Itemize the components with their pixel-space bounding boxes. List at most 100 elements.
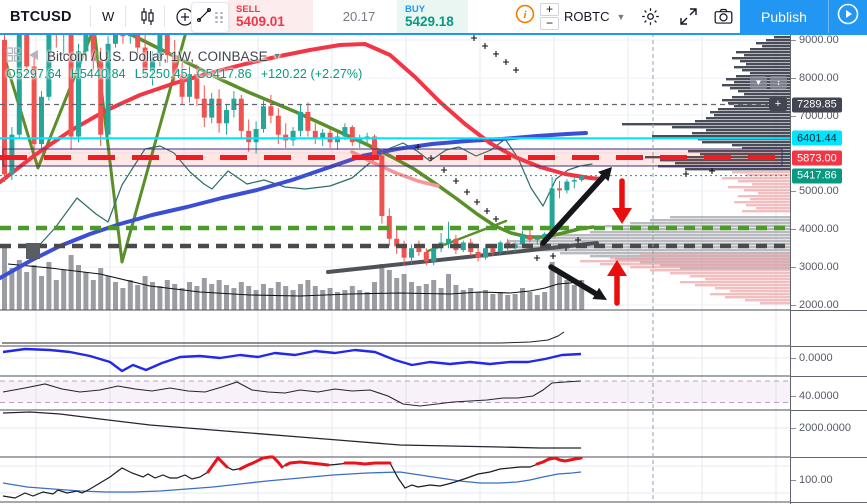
settings-button[interactable] <box>640 0 661 33</box>
volume-profile-bar <box>732 171 790 174</box>
volume-profile-bar <box>746 174 790 177</box>
psar-mark <box>482 43 488 49</box>
psar-mark <box>464 189 470 195</box>
fullscreen-button[interactable] <box>679 0 698 33</box>
volume-profile-bar <box>725 296 790 299</box>
scale-chevron-icon[interactable]: ▼ <box>750 76 767 89</box>
snapshot-button[interactable] <box>713 0 734 33</box>
psar-mark <box>513 67 519 73</box>
volume-profile-bar <box>630 266 790 269</box>
volume-profile-bar <box>650 269 790 272</box>
volume-bar <box>490 294 496 310</box>
volume-profile-bar <box>688 150 790 153</box>
volume-profile-bar <box>722 99 790 102</box>
volume-profile-bar <box>734 66 790 69</box>
volume-bar <box>342 290 348 310</box>
toolbar-active-border <box>0 33 867 35</box>
price-badge-7289.85[interactable]: 7289.85 <box>792 97 842 113</box>
sell-button[interactable]: SELL 5409.01 <box>228 0 313 33</box>
volume-profile-bar <box>732 57 790 60</box>
volume-profile-bar <box>734 105 790 108</box>
template-dropdown[interactable]: ROBTC ▼ <box>564 0 625 33</box>
volume-bar <box>409 282 414 310</box>
volume-profile-bar <box>742 147 790 150</box>
plus-icon[interactable]: + <box>540 3 559 16</box>
volume-profile-bar <box>722 177 790 180</box>
volume-bar <box>201 278 207 310</box>
drag-handle-icon[interactable] <box>215 11 223 24</box>
candle-body <box>16 33 22 135</box>
volume-bar <box>579 280 585 310</box>
publish-button[interactable]: Publish <box>761 8 807 25</box>
drawing-anchor <box>26 243 40 259</box>
volume-bar <box>83 272 89 310</box>
volume-bar <box>349 286 355 310</box>
info-button[interactable]: i <box>514 0 536 33</box>
volume-profile-bar <box>744 189 790 192</box>
volume-bar <box>527 292 533 310</box>
volume-bar <box>31 265 37 310</box>
volume-bar <box>534 295 540 310</box>
axis-tick <box>791 191 796 193</box>
candle-body <box>564 181 570 191</box>
volume-bar <box>431 280 437 310</box>
candle-body <box>253 128 259 143</box>
volume-profile-bar <box>605 225 790 228</box>
volume-bar <box>150 282 155 310</box>
candle-body <box>39 96 44 145</box>
volume-profile-bar <box>758 192 790 195</box>
candle-body <box>349 127 355 143</box>
volume-bar <box>298 284 303 310</box>
volume-bar <box>483 290 488 310</box>
zoom-stepper: + − <box>540 3 559 30</box>
price-badge-5873.00[interactable]: 5873.00 <box>792 150 842 166</box>
volume-profile-bar <box>744 54 790 57</box>
volume-profile-bar <box>714 114 790 117</box>
volume-bar <box>401 274 407 310</box>
candle-body <box>342 127 348 137</box>
price-chart[interactable] <box>0 33 790 504</box>
volume-bar <box>187 282 192 310</box>
scale-updown-icon[interactable]: ↕ <box>770 76 787 89</box>
volume-profile-bar <box>728 102 790 105</box>
chart-style-button[interactable] <box>138 0 157 33</box>
candle-body <box>135 33 141 48</box>
chevron-down-icon: ▼ <box>616 11 626 22</box>
psar-mark <box>453 178 459 184</box>
volume-bar <box>386 270 392 310</box>
volume-profile-bar <box>710 111 790 114</box>
candle-body <box>46 33 52 97</box>
volume-bar <box>283 286 289 310</box>
volume-bar <box>246 286 252 310</box>
volume-profile-bar <box>670 272 790 275</box>
volume-profile-bar <box>732 96 790 99</box>
top-toolbar: BTCUSD W SELL 5409.01 20.17 BUY 5429.1 <box>0 0 867 33</box>
pane-separator <box>791 346 867 347</box>
price-badge-6401.44[interactable]: 6401.44 <box>792 130 842 146</box>
replay-button[interactable] <box>829 2 867 31</box>
axis-tick <box>791 267 796 269</box>
volume-bar <box>364 292 370 310</box>
pane4-red-segment <box>206 455 229 474</box>
divider <box>125 6 126 27</box>
symbol-button[interactable]: BTCUSD <box>10 8 72 25</box>
volume-profile-bar <box>695 120 790 123</box>
camera-icon <box>713 6 734 27</box>
pane4-red-segment <box>535 456 583 466</box>
volume-bar <box>68 255 74 310</box>
volume-profile-bar <box>710 293 790 296</box>
volume-profile-bar <box>675 162 790 165</box>
alert-plus-icon[interactable]: + <box>769 98 787 111</box>
price-badge-5417.86[interactable]: 5417.86 <box>792 168 842 184</box>
volume-bar <box>216 280 222 310</box>
price-axis[interactable]: 9000.00 8000.00 7000.00 5000.00 4000.00 3000.… <box>790 33 867 504</box>
buy-button[interactable]: BUY 5429.18 <box>397 0 468 33</box>
candle-body <box>401 246 407 258</box>
candle-body <box>557 188 562 191</box>
axis-tick <box>791 480 796 481</box>
volume-profile-bar <box>695 284 790 287</box>
interval-button[interactable]: W <box>102 9 115 24</box>
minus-icon[interactable]: − <box>540 17 559 30</box>
volume-profile-bar <box>760 302 790 305</box>
floating-drawing-toolbar[interactable] <box>191 2 229 33</box>
